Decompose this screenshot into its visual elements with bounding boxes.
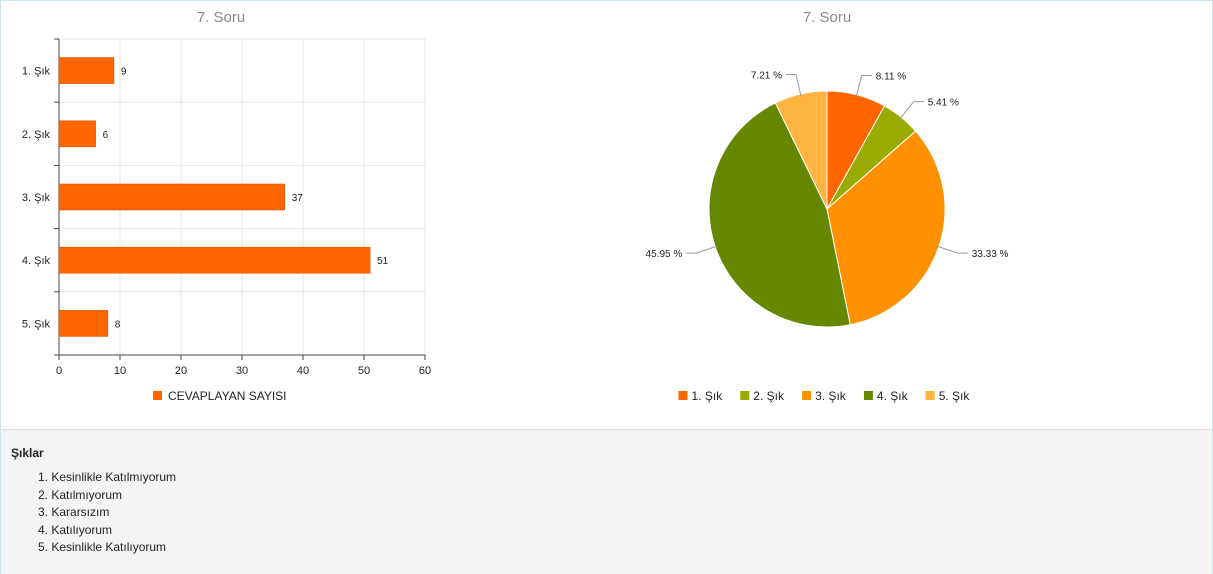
legend-swatch [678,391,688,400]
pie-leader-line [786,74,802,97]
legend-label: CEVAPLAYAN SAYISI [168,389,287,403]
x-tick-label: 40 [297,365,309,377]
legend-swatch [153,391,162,400]
pie-leader-line [855,75,872,97]
legend-label: 1. Şık [692,389,724,403]
category-label: 1. Şık [22,66,51,78]
pie-leader-line [899,101,924,120]
bar-value-label: 6 [103,130,109,141]
bar [58,183,285,211]
category-label: 3. Şık [22,192,51,204]
option-item: 2. Katılmıyorum [38,487,123,502]
x-tick-label: 20 [175,365,187,377]
option-item: 3. Kararsızım [38,505,110,520]
bar-chart-title: 7. Soru [196,9,246,26]
bar-value-label: 51 [377,256,389,267]
pie-value-label: 33.33 % [972,249,1009,260]
pie-value-label: 8.11 % [876,71,906,82]
pie-chart: 8.11 % 5.41 % 33.33 % 45.95 % 7.21 % 1. Şık 2.… [646,71,1009,403]
options-list: 1. Kesinlikle Katılmıyorum 2. Katılmıyor… [38,469,176,557]
legend-swatch [863,391,873,400]
x-tick-label: 0 [56,365,62,377]
pie-value-label: 5.41 % [928,98,959,109]
options-title: Şıklar [11,446,44,460]
legend-label: 4. Şık [877,389,909,403]
category-label: 5. Şık [22,318,51,330]
legend-label: 3. Şık [815,389,847,403]
x-tick-label: 30 [236,365,248,377]
x-tick-label: 10 [114,365,126,377]
option-item: 4. Katılıyorum [38,522,113,537]
legend-swatch [925,391,935,400]
legend-swatch [740,391,750,400]
pie-chart-title: 7. Soru [802,9,852,26]
category-label: 4. Şık [22,255,51,267]
option-item: 1. Kesinlikle Katılmıyorum [38,470,177,484]
bar [58,57,115,84]
charts-panel: 7. Soru 7. Soru 0 10 20 30 40 50 60 1. Şık 9 2. Ş… [1,1,1212,429]
category-label: 2. Şık [22,129,51,141]
pie-leader-line [686,245,718,254]
options-panel: Şıklar 1. Kesinlikle Katılmıyorum 2. Kat… [1,429,1212,574]
bar [58,120,96,148]
option-item: 5. Kesinlikle Katılıyorum [38,540,167,555]
x-tick-label: 50 [358,365,370,377]
bar-value-label: 8 [115,319,121,330]
bar-value-label: 37 [292,193,304,204]
legend-label: 5. Şık [939,389,971,403]
bar-chart: 0 10 20 30 40 50 60 1. Şık 9 2. Şık 6 3. Şık 37 4. Şı… [22,38,431,403]
pie-leader-line [936,245,968,254]
bar [58,246,371,274]
x-tick-label: 60 [419,365,431,377]
bar [58,310,109,337]
pie-value-label: 45.95 % [646,249,683,260]
bar-value-label: 9 [121,67,127,78]
pie-value-label: 7.21 % [751,71,782,82]
legend-swatch [802,391,812,400]
legend-label: 2. Şık [753,389,785,403]
